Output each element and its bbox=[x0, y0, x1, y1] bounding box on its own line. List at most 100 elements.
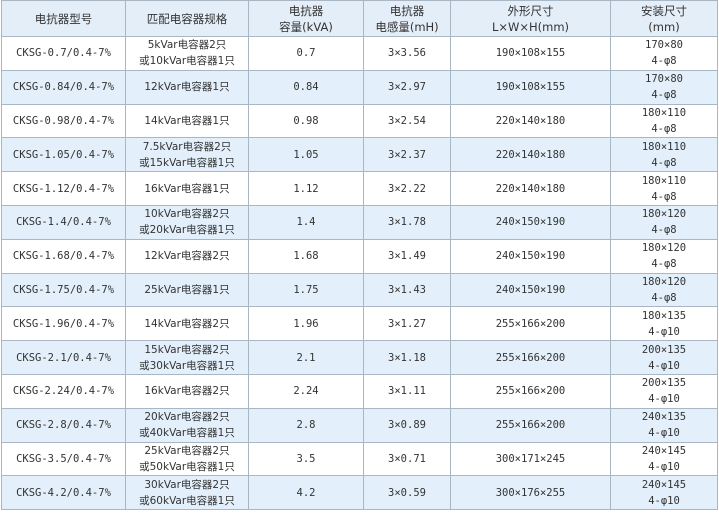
capacitor-spec-cell-line: 或40kVar电容器1只 bbox=[139, 427, 235, 440]
capacitor-spec-cell: 30kVar电容器2只 或60kVar电容器1只 bbox=[125, 475, 249, 511]
model-cell: CKSG-3.5/0.4-7% bbox=[1, 441, 126, 477]
model-cell: CKSG-1.05/0.4-7% bbox=[1, 137, 126, 173]
model-cell: CKSG-2.24/0.4-7% bbox=[1, 373, 126, 409]
capacitor-spec-cell: 7.5kVar电容器2只 或15kVar电容器1只 bbox=[125, 137, 249, 173]
model-cell: CKSG-1.12/0.4-7% bbox=[1, 171, 126, 206]
mounting-cell-line: 180×110 bbox=[641, 174, 687, 187]
mounting-cell-line: 4-φ10 bbox=[648, 460, 680, 473]
table-row: CKSG-0.84/0.4-7% 12kVar电容器1只 0.84 3×2.97 190… bbox=[1, 69, 718, 105]
capacitor-spec-cell: 20kVar电容器2只 或40kVar电容器1只 bbox=[125, 407, 249, 443]
dimensions-cell: 190×108×155 bbox=[450, 69, 611, 105]
capacitor-spec-cell: 14kVar电容器1只 bbox=[125, 103, 249, 139]
table-row: CKSG-2.8/0.4-7% 20kVar电容器2只 或40kVar电容器1只 2.… bbox=[1, 407, 718, 443]
table-row: CKSG-3.5/0.4-7% 25kVar电容器2只 或50kVar电容器1只 3.… bbox=[1, 441, 718, 477]
inductance-cell: 3×2.37 bbox=[363, 137, 451, 173]
table-row: CKSG-1.96/0.4-7% 14kVar电容器2只 1.96 3×1.27 255… bbox=[1, 306, 718, 342]
capacity-cell: 3.5 bbox=[248, 441, 364, 477]
mounting-cell-line: 200×135 bbox=[641, 377, 687, 390]
table-row: CKSG-1.68/0.4-7% 12kVar电容器2只 1.68 3×1.49 240… bbox=[1, 238, 718, 274]
header-text: 电抗器 bbox=[288, 3, 324, 18]
dimensions-cell: 220×140×180 bbox=[450, 171, 611, 206]
mounting-cell: 180×120 4-φ8 bbox=[610, 238, 718, 274]
inductance-cell: 3×2.97 bbox=[363, 69, 451, 105]
inductance-cell: 3×2.54 bbox=[363, 103, 451, 139]
dimensions-cell: 255×166×200 bbox=[450, 340, 611, 375]
mounting-cell: 180×110 4-φ8 bbox=[610, 137, 718, 173]
table-row: CKSG-0.7/0.4-7% 5kVar电容器2只 或10kVar电容器1只 0.7… bbox=[1, 36, 718, 71]
mounting-cell-line: 4-φ8 bbox=[651, 291, 677, 304]
capacitor-spec-cell-line: 或20kVar电容器1只 bbox=[139, 224, 235, 237]
mounting-cell-line: 4-φ10 bbox=[648, 325, 680, 338]
mounting-cell-line: 4-φ8 bbox=[651, 55, 677, 68]
mounting-cell-line: 240×135 bbox=[641, 411, 687, 424]
capacity-cell: 2.8 bbox=[248, 407, 364, 443]
capacitor-spec-cell-line: 16kVar电容器1只 bbox=[144, 182, 230, 195]
header-text: 容量(kVA) bbox=[279, 19, 333, 34]
inductance-cell: 3×0.89 bbox=[363, 407, 451, 443]
table-row: CKSG-0.98/0.4-7% 14kVar电容器1只 0.98 3×2.54 220… bbox=[1, 103, 718, 139]
dimensions-cell: 300×171×245 bbox=[450, 441, 611, 477]
capacitor-spec-cell-line: 15kVar电容器2只 bbox=[144, 343, 230, 356]
header-capacity: 电抗器 容量(kVA) bbox=[248, 0, 364, 37]
capacity-cell: 1.75 bbox=[248, 272, 364, 308]
mounting-cell: 240×135 4-φ10 bbox=[610, 407, 718, 443]
capacitor-spec-cell-line: 5kVar电容器2只 bbox=[147, 39, 227, 52]
capacity-cell: 0.7 bbox=[248, 36, 364, 71]
model-cell: CKSG-0.98/0.4-7% bbox=[1, 103, 126, 139]
header-model: 电抗器型号 bbox=[1, 0, 126, 37]
table-row: CKSG-1.4/0.4-7% 10kVar电容器2只 或20kVar电容器1只 1.… bbox=[1, 204, 718, 240]
header-text: (mm) bbox=[648, 19, 680, 34]
mounting-cell-line: 4-φ8 bbox=[651, 224, 677, 237]
table-row: CKSG-4.2/0.4-7% 30kVar电容器2只 或60kVar电容器1只 4.… bbox=[1, 475, 718, 511]
header-text: L×W×H(mm) bbox=[491, 19, 570, 34]
mounting-cell-line: 4-φ8 bbox=[651, 190, 677, 203]
capacity-cell: 4.2 bbox=[248, 475, 364, 511]
mounting-cell: 200×135 4-φ10 bbox=[610, 340, 718, 375]
model-cell: CKSG-1.75/0.4-7% bbox=[1, 272, 126, 308]
header-inductance: 电抗器 电感量(mH) bbox=[363, 0, 451, 37]
inductance-cell: 3×1.49 bbox=[363, 238, 451, 274]
mounting-cell: 180×110 4-φ8 bbox=[610, 171, 718, 206]
header-text: 匹配电容器规格 bbox=[146, 11, 228, 26]
capacitor-spec-cell-line: 25kVar电容器2只 bbox=[144, 444, 230, 457]
dimensions-cell: 220×140×180 bbox=[450, 137, 611, 173]
table-row: CKSG-1.12/0.4-7% 16kVar电容器1只 1.12 3×2.22 220… bbox=[1, 171, 718, 206]
capacitor-spec-cell-line: 或15kVar电容器1只 bbox=[139, 156, 235, 169]
mounting-cell-line: 4-φ10 bbox=[648, 359, 680, 372]
capacitor-spec-cell-line: 12kVar电容器2只 bbox=[144, 250, 230, 263]
capacity-cell: 2.1 bbox=[248, 340, 364, 375]
model-cell: CKSG-0.84/0.4-7% bbox=[1, 69, 126, 105]
capacitor-spec-cell: 10kVar电容器2只 或20kVar电容器1只 bbox=[125, 204, 249, 240]
inductance-cell: 3×1.27 bbox=[363, 306, 451, 342]
dimensions-cell: 300×176×255 bbox=[450, 475, 611, 511]
capacitor-spec-cell-line: 30kVar电容器2只 bbox=[144, 478, 230, 491]
inductance-cell: 3×2.22 bbox=[363, 171, 451, 206]
mounting-cell-line: 4-φ8 bbox=[651, 258, 677, 271]
capacitor-spec-cell: 12kVar电容器1只 bbox=[125, 69, 249, 105]
dimensions-cell: 255×166×200 bbox=[450, 373, 611, 409]
mounting-cell-line: 240×145 bbox=[641, 444, 687, 457]
table-row: CKSG-1.05/0.4-7% 7.5kVar电容器2只 或15kVar电容器1只… bbox=[1, 137, 718, 173]
capacity-cell: 1.05 bbox=[248, 137, 364, 173]
mounting-cell-line: 170×80 bbox=[645, 73, 683, 86]
mounting-cell-line: 180×120 bbox=[641, 208, 687, 221]
model-cell: CKSG-2.1/0.4-7% bbox=[1, 340, 126, 375]
capacity-cell: 0.98 bbox=[248, 103, 364, 139]
dimensions-cell: 255×166×200 bbox=[450, 306, 611, 342]
mounting-cell-line: 180×120 bbox=[641, 275, 687, 288]
mounting-cell: 180×110 4-φ8 bbox=[610, 103, 718, 139]
capacitor-spec-cell-line: 14kVar电容器1只 bbox=[144, 114, 230, 127]
inductance-cell: 3×1.43 bbox=[363, 272, 451, 308]
mounting-cell-line: 180×135 bbox=[641, 309, 687, 322]
header-row: 电抗器型号 匹配电容器规格 电抗器 容量(kVA) 电抗器 电感量(mH) 外形尺寸 L×W×… bbox=[1, 0, 718, 37]
capacity-cell: 0.84 bbox=[248, 69, 364, 105]
mounting-cell-line: 4-φ10 bbox=[648, 427, 680, 440]
capacitor-spec-cell: 15kVar电容器2只 或30kVar电容器1只 bbox=[125, 340, 249, 375]
mounting-cell-line: 4-φ8 bbox=[651, 122, 677, 135]
mounting-cell-line: 180×110 bbox=[641, 140, 687, 153]
table-row: CKSG-2.24/0.4-7% 16kVar电容器2只 2.24 3×1.11 255… bbox=[1, 373, 718, 409]
inductance-cell: 3×0.71 bbox=[363, 441, 451, 477]
mounting-cell: 240×145 4-φ10 bbox=[610, 475, 718, 511]
capacitor-spec-cell: 25kVar电容器2只 或50kVar电容器1只 bbox=[125, 441, 249, 477]
